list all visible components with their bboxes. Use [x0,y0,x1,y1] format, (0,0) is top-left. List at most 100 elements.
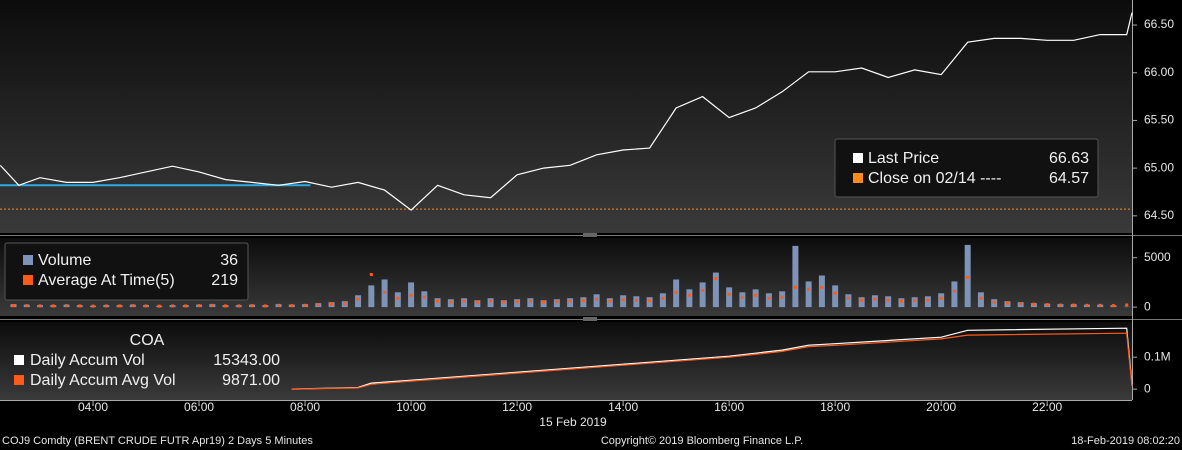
series-line [291,332,1133,390]
average-dot [926,298,930,302]
legend-label: Volume [38,252,91,269]
volume-bar [752,289,759,308]
average-dot [184,304,188,308]
volume-bar [739,292,746,308]
average-dot [780,295,784,299]
x-tick-label: 16:00 [714,400,744,414]
average-dot [436,299,440,303]
volume-bar [832,285,839,308]
average-dot [952,289,956,293]
average-dot [144,304,148,308]
x-tick-label: 10:00 [396,400,426,414]
average-dot [714,276,718,280]
average-dot [224,304,228,308]
average-dot [793,285,797,289]
average-dot [833,291,837,295]
average-dot [661,296,665,300]
average-dot [820,285,824,289]
volume-bar [355,295,362,308]
average-dot [51,304,55,308]
handle[interactable] [583,317,597,321]
average-dot [303,303,307,307]
average-dot [674,290,678,294]
average-dot [422,295,426,299]
legend-label: Last Price [868,150,939,167]
x-tick-label: 06:00 [184,400,214,414]
volume-bar [818,275,825,308]
average-dot [568,299,572,303]
volume-bar [726,287,733,308]
average-dot [807,287,811,291]
volume-bar [659,293,666,308]
volume-bar [951,281,958,308]
average-dot [369,273,373,277]
legend-swatch [14,375,24,385]
x-tick-label: 20:00 [926,400,956,414]
volume-bar [699,282,706,308]
average-dot [171,304,175,308]
average-dot [1045,303,1049,307]
average-dot [767,296,771,300]
y-tick-label: 65.50 [1144,113,1174,127]
average-dot [38,304,42,308]
legend-label: Close on 02/14 ---- [868,170,1001,187]
average-dot [343,302,347,306]
legend-swatch [853,173,863,183]
legend-value: 36 [220,252,238,269]
y-tick-label: 64.50 [1144,208,1174,222]
x-tick-label: 22:00 [1032,400,1062,414]
average-dot [25,304,29,308]
volume-bar [712,272,719,308]
average-dot [621,298,625,302]
volume-bar [805,281,812,308]
legend-swatch [23,275,33,285]
average-dot [1098,303,1102,307]
average-dot [701,288,705,292]
legend-value: 64.57 [1049,170,1089,187]
average-dot [131,304,135,308]
average-dot [754,293,758,297]
average-dot [462,299,466,303]
average-dot [356,297,360,301]
y-tick-label: 0 [1144,381,1151,395]
average-dot [237,304,241,308]
x-tick-label: 04:00 [78,400,108,414]
series-line [291,327,1133,390]
legend-swatch [14,355,24,365]
y-tick-label: 0 [1144,299,1151,313]
average-dot [687,293,691,297]
average-dot [595,297,599,301]
average-dot [104,304,108,308]
average-dot [383,290,387,294]
average-dot [396,296,400,300]
x-tick-label: 12:00 [502,400,532,414]
average-dot [65,304,69,308]
average-dot [515,300,519,304]
legend-value: 9871.00 [222,372,280,389]
average-dot [913,299,917,303]
average-dot [528,299,532,303]
accum-title: COA [130,332,165,349]
accum-panel [0,322,1132,400]
average-dot [91,304,95,308]
average-dot [648,299,652,303]
legend-value: 66.63 [1049,150,1089,167]
y-tick-label: 5000 [1144,250,1171,264]
average-dot [290,304,294,308]
average-dot [12,304,16,308]
average-dot [1058,303,1062,307]
date-label: 15 Feb 2019 [539,415,607,429]
volume-bar [938,293,945,308]
average-dot [118,304,122,308]
average-dot [1019,302,1023,306]
volume-bar [871,295,878,308]
volume-bar [779,291,786,308]
y-tick-label: 66.50 [1144,17,1174,31]
handle[interactable] [583,233,597,237]
average-dot [502,300,506,304]
average-dot [197,304,201,308]
average-dot [608,299,612,303]
average-dot [899,299,903,303]
legend-value: 15343.00 [213,352,280,369]
